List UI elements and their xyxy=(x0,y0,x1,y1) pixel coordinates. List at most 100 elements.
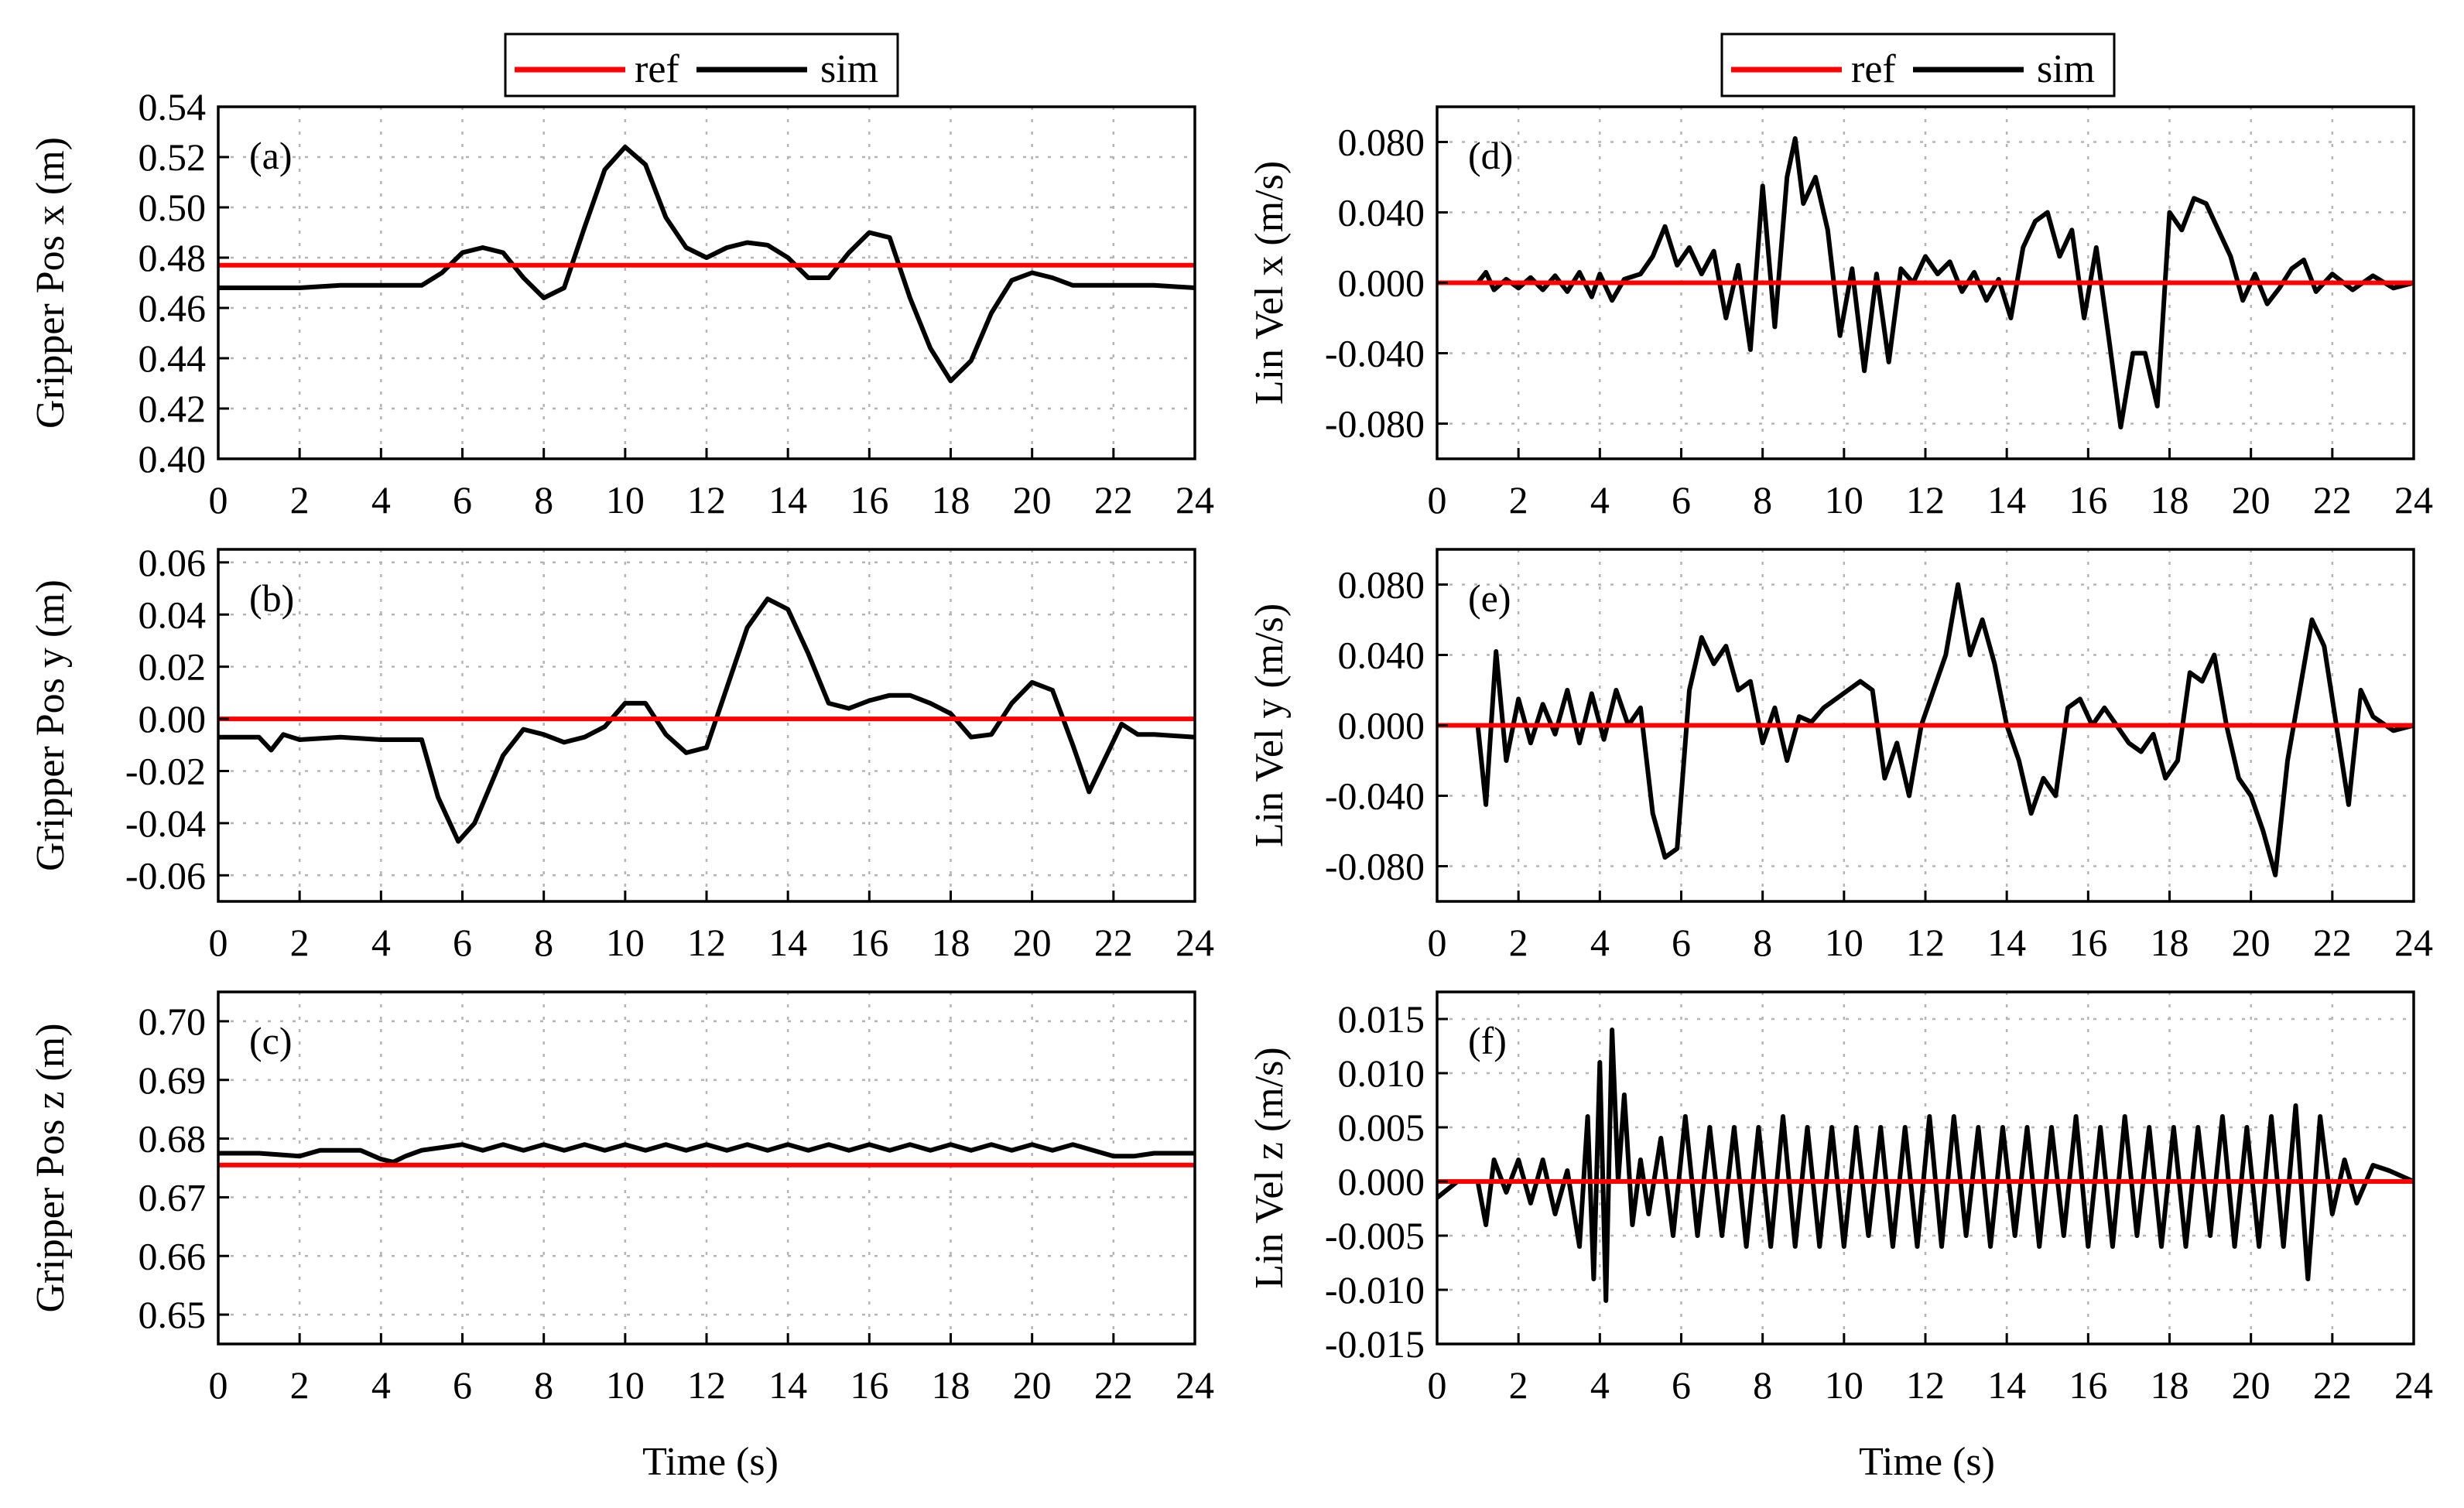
x-tick-label-e-9: 18 xyxy=(2151,921,2189,964)
y-tick-label-a-6: 0.52 xyxy=(139,135,207,179)
x-tick-label-b-5: 10 xyxy=(606,921,645,964)
x-tick-label-c-10: 20 xyxy=(1013,1363,1052,1407)
panel-e: 0 2 4 6 8 10 12 14 16 18 20 22 24-0.080-0.0400.0000.… xyxy=(1247,548,2433,964)
x-tick-label-d-1: 2 xyxy=(1509,478,1528,521)
y-tick-label-b-6: 0.06 xyxy=(139,541,207,584)
series-sim-a xyxy=(218,145,1195,384)
series-sim-b xyxy=(218,597,1195,844)
x-tick-label-f-5: 10 xyxy=(1825,1363,1863,1407)
x-tick-label-e-5: 10 xyxy=(1825,921,1863,964)
y-tick-label-e-2: 0.000 xyxy=(1338,704,1425,747)
x-tick-label-e-3: 6 xyxy=(1672,921,1691,964)
y-tick-label-e-4: 0.080 xyxy=(1338,563,1425,607)
panel-d: 0 2 4 6 8 10 12 14 16 18 20 22 24-0.080-0.0400.0000.… xyxy=(1247,105,2433,521)
x-tick-label-a-9: 18 xyxy=(932,478,970,521)
y-tick-label-c-3: 0.68 xyxy=(139,1117,207,1161)
y-tick-label-c-5: 0.70 xyxy=(139,1000,207,1043)
x-tick-label-a-6: 12 xyxy=(687,478,726,521)
y-tick-label-d-1: -0.040 xyxy=(1325,332,1425,375)
y-axis-title-e: Lin Vel y (m/s) xyxy=(1247,604,1292,847)
x-tick-label-c-12: 24 xyxy=(1176,1363,1214,1407)
y-tick-label-c-4: 0.69 xyxy=(139,1058,207,1102)
y-tick-label-e-1: -0.040 xyxy=(1325,775,1425,818)
x-tick-label-e-4: 8 xyxy=(1753,921,1772,964)
x-tick-label-d-10: 20 xyxy=(2232,478,2271,521)
x-tick-label-c-3: 6 xyxy=(453,1363,472,1407)
x-tick-label-d-4: 8 xyxy=(1753,478,1772,521)
x-tick-label-e-2: 4 xyxy=(1590,921,1610,964)
y-axis-title-f: Lin Vel z (m/s) xyxy=(1247,1047,1292,1288)
x-tick-label-d-8: 16 xyxy=(2069,478,2107,521)
x-tick-label-c-4: 8 xyxy=(534,1363,553,1407)
panel-label-d: (d) xyxy=(1468,134,1513,177)
y-tick-label-c-2: 0.67 xyxy=(139,1175,207,1219)
y-tick-label-a-7: 0.54 xyxy=(139,85,207,128)
y-tick-label-f-4: 0.005 xyxy=(1338,1106,1425,1149)
y-tick-label-d-3: 0.040 xyxy=(1338,191,1425,234)
series-group-d xyxy=(1437,136,2414,429)
x-tick-label-e-10: 20 xyxy=(2232,921,2271,964)
panel-f: 0 2 4 6 8 10 12 14 16 18 20 22 24-0.015-0.010-0.0050… xyxy=(1247,990,2433,1407)
legend-left-sim-label: sim xyxy=(820,47,878,91)
legend-left: ref sim xyxy=(504,32,899,97)
x-tick-label-a-0: 0 xyxy=(209,478,228,521)
x-tick-label-a-10: 20 xyxy=(1013,478,1052,521)
x-tick-label-c-8: 16 xyxy=(850,1363,888,1407)
x-tick-label-b-2: 4 xyxy=(371,921,391,964)
x-tick-label-a-12: 24 xyxy=(1176,478,1214,521)
y-tick-label-b-0: -0.06 xyxy=(125,853,206,897)
series-group-a xyxy=(218,145,1195,384)
x-tick-label-f-4: 8 xyxy=(1753,1363,1772,1407)
panel-label-c: (c) xyxy=(249,1019,293,1062)
x-tick-label-c-7: 14 xyxy=(768,1363,807,1407)
x-tick-label-c-1: 2 xyxy=(290,1363,310,1407)
y-tick-label-b-2: -0.02 xyxy=(125,749,206,792)
series-sim-c xyxy=(218,1142,1195,1164)
x-tick-label-b-12: 24 xyxy=(1176,921,1214,964)
x-tick-label-c-9: 18 xyxy=(932,1363,970,1407)
y-tick-label-a-4: 0.48 xyxy=(139,236,207,279)
y-tick-label-d-0: -0.080 xyxy=(1325,402,1425,446)
y-tick-label-a-1: 0.42 xyxy=(139,387,207,430)
x-tick-label-c-11: 22 xyxy=(1094,1363,1133,1407)
x-tick-label-d-0: 0 xyxy=(1428,478,1447,521)
series-sim-f xyxy=(1437,1028,2414,1303)
x-axis-title-left: Time (s) xyxy=(642,1440,779,1484)
x-tick-label-b-11: 22 xyxy=(1094,921,1133,964)
series-sim-e xyxy=(1437,582,2414,877)
panel-c: 0 2 4 6 8 10 12 14 16 18 20 22 240.650.660.670.680.6… xyxy=(29,990,1214,1407)
y-tick-label-a-3: 0.46 xyxy=(139,286,207,330)
y-tick-label-f-0: -0.015 xyxy=(1325,1322,1425,1366)
x-tick-label-f-0: 0 xyxy=(1428,1363,1447,1407)
y-tick-label-e-0: -0.080 xyxy=(1325,845,1425,888)
x-tick-label-b-7: 14 xyxy=(768,921,807,964)
x-tick-label-e-6: 12 xyxy=(1906,921,1945,964)
x-tick-label-a-1: 2 xyxy=(290,478,310,521)
x-tick-label-c-5: 10 xyxy=(606,1363,645,1407)
x-tick-label-a-8: 16 xyxy=(850,478,888,521)
y-tick-label-d-2: 0.000 xyxy=(1338,262,1425,305)
x-tick-label-b-10: 20 xyxy=(1013,921,1052,964)
x-tick-label-a-2: 4 xyxy=(371,478,391,521)
x-tick-label-b-4: 8 xyxy=(534,921,553,964)
y-tick-label-e-3: 0.040 xyxy=(1338,634,1425,677)
x-tick-label-a-4: 8 xyxy=(534,478,553,521)
y-axis-title-b: Gripper Pos y (m) xyxy=(29,580,73,871)
y-axis-title-d: Lin Vel x (m/s) xyxy=(1247,161,1292,405)
x-tick-label-b-3: 6 xyxy=(453,921,472,964)
x-tick-label-f-6: 12 xyxy=(1906,1363,1945,1407)
x-tick-label-f-1: 2 xyxy=(1509,1363,1528,1407)
y-tick-label-b-1: -0.04 xyxy=(125,802,206,845)
legend-right-ref-label: ref xyxy=(1851,47,1896,91)
x-tick-label-d-9: 18 xyxy=(2151,478,2189,521)
y-tick-label-f-2: -0.005 xyxy=(1325,1214,1425,1257)
x-tick-label-d-12: 24 xyxy=(2394,478,2433,521)
x-tick-label-a-3: 6 xyxy=(453,478,472,521)
panel-a: 0 2 4 6 8 10 12 14 16 18 20 22 240.400.420.440.460.4… xyxy=(29,85,1214,521)
x-tick-label-c-2: 4 xyxy=(371,1363,391,1407)
series-group-f xyxy=(1437,1028,2414,1303)
x-tick-label-b-6: 12 xyxy=(687,921,726,964)
y-tick-label-a-5: 0.50 xyxy=(139,186,207,229)
y-tick-label-f-6: 0.015 xyxy=(1338,997,1425,1041)
